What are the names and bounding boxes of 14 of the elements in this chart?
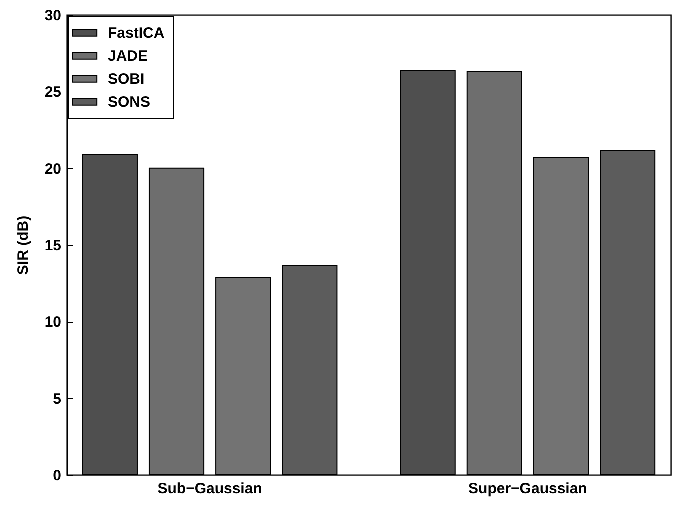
x-tick-label: Sub−Gaussian [158,480,262,498]
y-tick-label: 20 [44,160,62,178]
y-tick-label: 0 [53,468,62,484]
y-tick-label: 30 [44,8,62,24]
x-tick-label: Super−Gaussian [468,480,588,498]
legend-label: JADE [108,48,148,65]
legend-label: SONS [108,94,151,111]
y-tick-label: 5 [53,390,62,408]
y-tick-label: 10 [44,314,62,332]
legend-label: SOBI [108,71,145,88]
y-tick-label: 25 [44,84,62,102]
y-tick-label: 15 [44,238,62,254]
y-axis-title: SIR (dB) [14,216,32,276]
legend-label: FastICA [108,25,165,42]
